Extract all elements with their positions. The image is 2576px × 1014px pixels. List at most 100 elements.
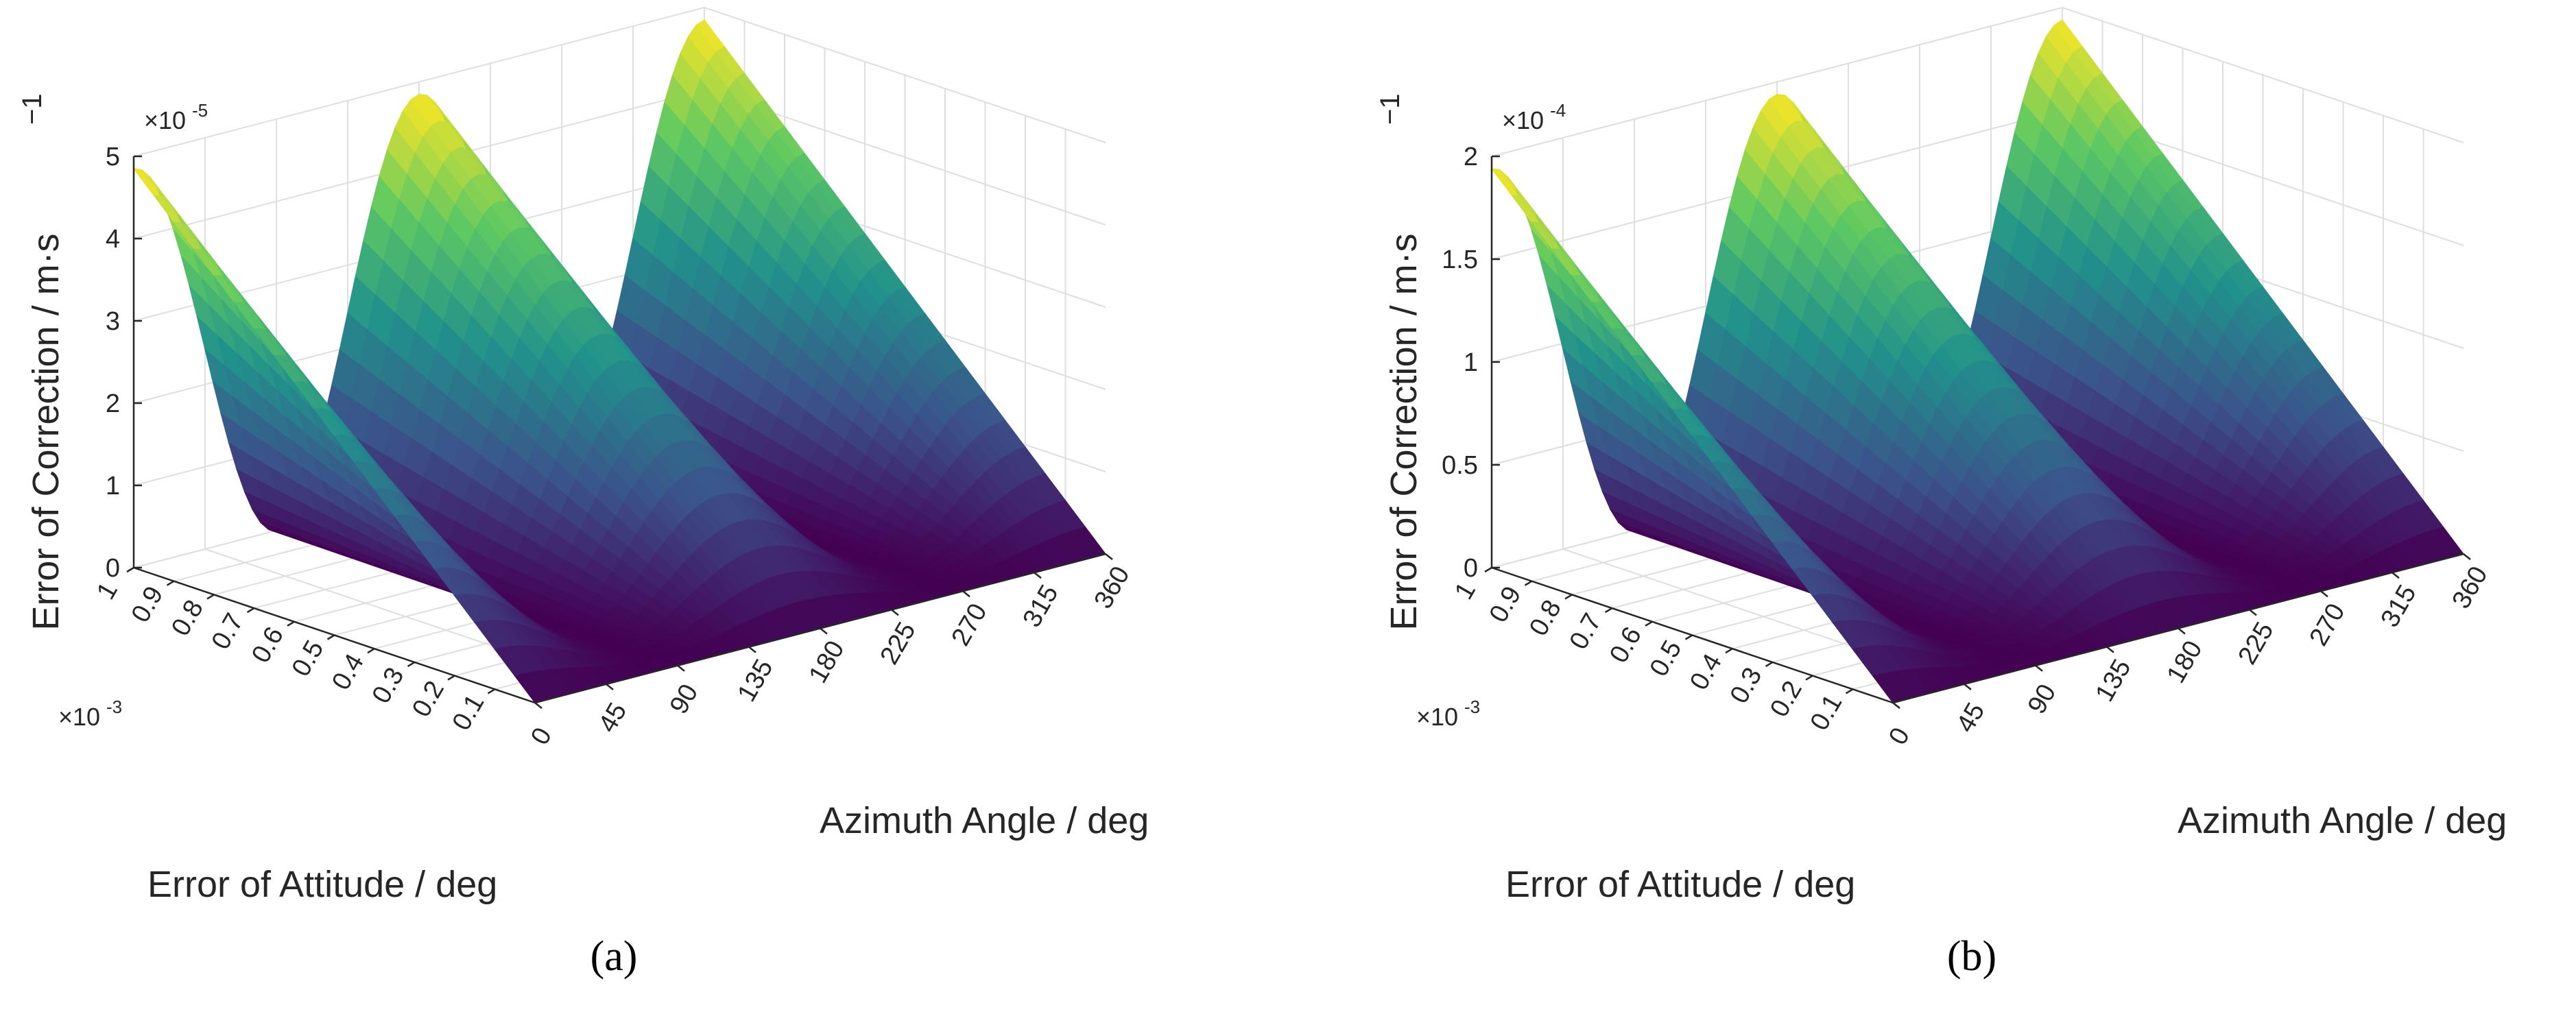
y-tick-label: 0.7 [206,609,250,655]
z-axis-label-group: Error of Correction / m·s −1 [17,93,67,630]
y-tick [206,594,215,600]
z-multiplier: ×10 [1502,106,1544,134]
x-tick [534,702,542,709]
y-tick [407,661,416,667]
y-tick [447,675,455,681]
x-tick [2392,572,2400,579]
x-tick-label: 225 [875,617,922,669]
z-tick-label: 1.5 [1442,245,1478,274]
y-tick-label: 0.4 [326,649,370,695]
surface-plot-a: 0 45 90 135 180 225 270 315 3600.10.20.30.40.50.… [17,6,1149,980]
x-tick-label: 135 [2090,655,2137,707]
grid-line [1491,109,2464,260]
y-tick-label: 0.2 [407,676,450,722]
x-tick [1892,702,1900,709]
z-tick-label: 2 [106,389,120,418]
y-tick-label: 0.1 [447,690,490,736]
z-axis-label-group: Error of Correction / m·s −1 [1375,93,1424,630]
x-tick [820,627,828,635]
y-tick-label: 0.6 [1604,622,1647,668]
x-tick-label: 225 [2233,617,2280,669]
surface-mesh [1490,19,2465,703]
x-tick [1034,572,1042,579]
x-tick-label: 45 [1951,698,1991,738]
y-multiplier-exponent: -3 [1464,697,1480,717]
y-tick [126,566,134,573]
z-tick-label: 3 [106,307,120,336]
x-tick [962,590,970,598]
x-tick-label: 270 [2304,599,2351,651]
x-tick-label: 90 [665,679,704,719]
z-tick-label: 4 [106,225,120,254]
y-tick-label: 0.4 [1684,649,1728,695]
x-tick-label: 180 [804,636,850,688]
z-axis-label: Error of Correction / m·s [1383,233,1424,630]
y-tick [326,634,335,640]
surface-patch [132,168,163,197]
y-tick [1805,675,1813,681]
grid-line [133,88,1106,239]
y-tick [1845,688,1854,695]
x-tick [1964,683,1972,690]
z-tick-label: 0.5 [1442,451,1478,480]
y-tick [1604,607,1613,614]
x-tick [677,664,685,672]
z-multiplier: ×10 [144,106,186,134]
y-tick [1484,566,1492,573]
z-tick-label: 5 [106,143,120,171]
x-tick-label: 360 [1089,562,1136,614]
panel-label: (b) [1947,933,1996,980]
y-tick-label: 0.8 [1524,595,1567,641]
y-tick-label: 0.6 [246,622,289,668]
x-tick-label: 270 [946,599,993,651]
x-tick [2249,609,2257,616]
grid-line [1491,6,2464,157]
y-tick-label: 0.7 [1564,609,1608,655]
surface-patch [1490,168,1521,197]
x-axis-label: Azimuth Angle / deg [820,800,1149,841]
z-axis-label-exponent: −1 [17,93,47,125]
y-tick-label: 0.5 [287,636,330,681]
x-tick-label: 0 [1883,723,1916,749]
x-tick-label: 180 [2162,636,2208,688]
y-tick-label: 0.8 [166,595,209,641]
y-tick-label: 0.9 [126,581,169,627]
y-tick-label: 0.3 [1725,663,1768,709]
y-tick [246,607,255,614]
x-tick [891,609,899,616]
y-tick [1645,620,1653,627]
y-tick [1684,634,1693,640]
surface-patch [1510,195,1541,224]
x-tick-label: 0 [525,723,558,749]
z-multiplier-exponent: -4 [1550,100,1566,121]
y-multiplier-exponent: -3 [106,697,122,717]
z-tick-label: 0 [1464,554,1478,583]
y-axis-label: Error of Attitude / deg [147,864,497,905]
x-tick-label: 360 [2447,562,2494,614]
x-tick-label: 315 [1018,580,1064,632]
z-tick-label: 1 [106,472,120,500]
z-tick-label: 2 [1464,143,1478,171]
x-tick [2035,664,2043,672]
y-tick [1524,580,1533,586]
y-tick [367,648,375,654]
grid-line [133,6,1106,157]
x-tick-label: 315 [2376,580,2422,632]
y-multiplier: ×10 [58,703,100,731]
x-tick [2463,553,2471,560]
x-tick [606,683,614,690]
x-tick [2320,590,2328,598]
surface-mesh [132,19,1107,703]
y-tick-label: 0.2 [1765,676,1808,722]
y-axis-label: Error of Attitude / deg [1505,864,1855,905]
y-tick [1564,594,1573,600]
panel-label: (a) [591,933,638,980]
y-tick-label: 0.9 [1484,581,1527,627]
x-tick-label: 135 [732,655,779,707]
y-tick [487,688,496,695]
x-tick-label: 45 [593,698,633,738]
y-tick-label: 0.5 [1645,636,1688,681]
z-multiplier-exponent: -5 [192,100,208,121]
x-tick [2106,646,2114,653]
